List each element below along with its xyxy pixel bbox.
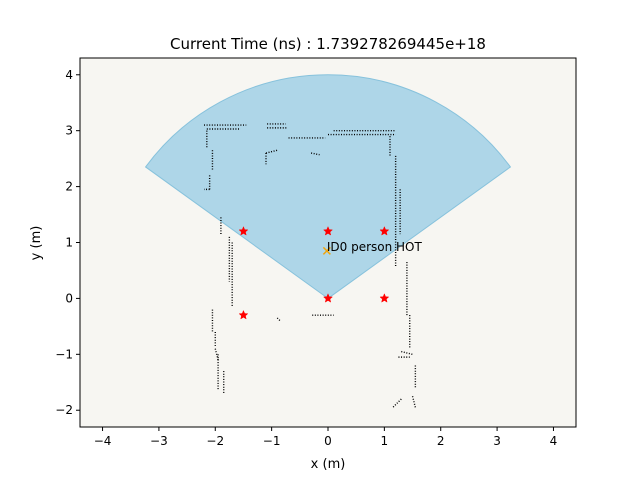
anchor-star <box>379 226 390 236</box>
y-tick-label: 0 <box>65 291 73 305</box>
anchor-star <box>238 226 249 236</box>
anchor-star <box>323 293 333 303</box>
field-of-view-layer <box>144 74 512 300</box>
point-cloud-segment <box>411 396 417 408</box>
point-cloud-segment <box>401 350 413 355</box>
x-axis-label: x (m) <box>311 457 346 472</box>
y-tick-label: 3 <box>65 124 73 138</box>
y-tick-label: 1 <box>65 236 73 250</box>
tracked-object-label: ID0 person HOT <box>327 240 423 254</box>
point-cloud-segment <box>276 317 281 322</box>
x-axis-ticks: −4 −3 −2 −1 0 1 2 3 4 <box>94 427 558 448</box>
y-tick-label: −1 <box>55 347 73 361</box>
point-cloud-segment <box>392 398 402 408</box>
x-tick-label: −1 <box>263 434 281 448</box>
x-tick-label: −2 <box>206 434 224 448</box>
y-tick-label: 2 <box>65 180 73 194</box>
point-cloud-segment <box>214 348 219 361</box>
point-cloud-layer <box>204 123 417 408</box>
x-tick-label: 3 <box>493 434 501 448</box>
anchor-star <box>379 293 390 303</box>
anchor-star <box>323 226 333 236</box>
anchor-star <box>238 309 249 320</box>
x-tick-label: 0 <box>324 434 332 448</box>
x-tick-label: −3 <box>150 434 168 448</box>
y-axis-ticks: −2 −1 0 1 2 3 4 <box>55 68 80 417</box>
chart-title: Current Time (ns) : 1.739278269445e+18 <box>170 35 486 53</box>
x-tick-label: 2 <box>437 434 445 448</box>
x-tick-label: 1 <box>381 434 389 448</box>
point-cloud-segment <box>265 149 278 154</box>
x-tick-label: 4 <box>550 434 558 448</box>
anchor-layer <box>238 226 390 320</box>
field-of-view-wedge <box>144 74 512 300</box>
y-tick-label: 4 <box>65 68 73 82</box>
y-axis-label: y (m) <box>29 226 44 261</box>
x-tick-label: −4 <box>94 434 112 448</box>
tracked-object-marker <box>322 246 331 255</box>
y-tick-label: −2 <box>55 403 73 417</box>
tracked-object-layer: ID0 person HOT <box>322 240 423 255</box>
